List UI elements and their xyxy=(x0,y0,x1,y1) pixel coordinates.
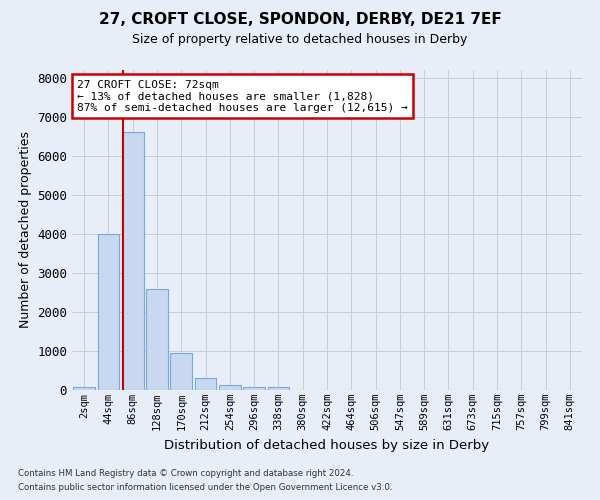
Text: Contains public sector information licensed under the Open Government Licence v3: Contains public sector information licen… xyxy=(18,484,392,492)
Text: Contains HM Land Registry data © Crown copyright and database right 2024.: Contains HM Land Registry data © Crown c… xyxy=(18,468,353,477)
X-axis label: Distribution of detached houses by size in Derby: Distribution of detached houses by size … xyxy=(164,438,490,452)
Text: Size of property relative to detached houses in Derby: Size of property relative to detached ho… xyxy=(133,32,467,46)
Bar xyxy=(97,234,119,390)
Bar xyxy=(219,385,241,390)
Bar xyxy=(243,387,265,390)
Bar xyxy=(194,378,217,390)
Y-axis label: Number of detached properties: Number of detached properties xyxy=(19,132,32,328)
Bar xyxy=(170,353,192,390)
Text: 27, CROFT CLOSE, SPONDON, DERBY, DE21 7EF: 27, CROFT CLOSE, SPONDON, DERBY, DE21 7E… xyxy=(98,12,502,28)
Bar xyxy=(122,132,143,390)
Bar xyxy=(268,387,289,390)
Text: 27 CROFT CLOSE: 72sqm
← 13% of detached houses are smaller (1,828)
87% of semi-d: 27 CROFT CLOSE: 72sqm ← 13% of detached … xyxy=(77,80,408,113)
Bar xyxy=(146,288,168,390)
Bar xyxy=(73,388,95,390)
